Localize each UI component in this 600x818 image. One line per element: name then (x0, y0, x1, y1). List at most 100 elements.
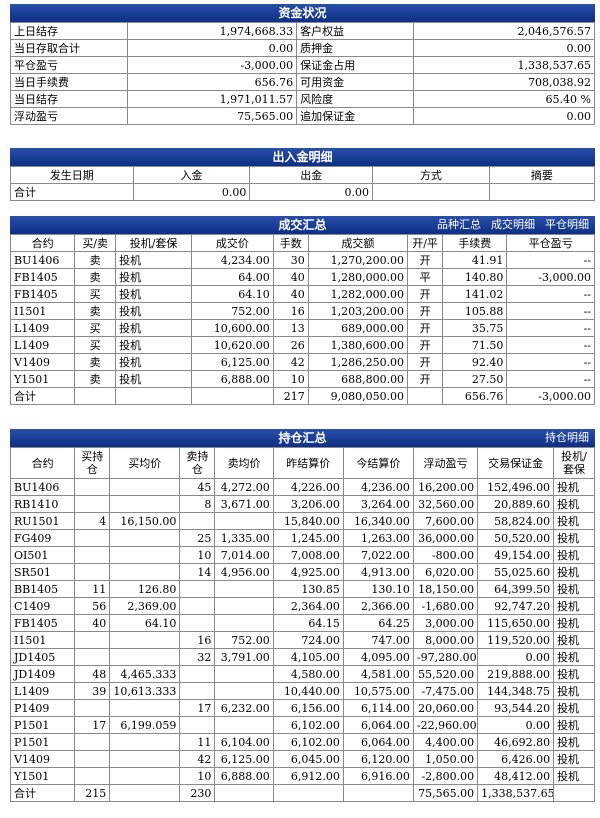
positions-cell (214, 682, 274, 700)
funds-label: 保证金占用 (296, 56, 414, 74)
positions-cell (179, 512, 216, 530)
positions-cell: 投机 (553, 631, 595, 649)
positions-cell: 0.00 (477, 716, 555, 734)
trades-cell: 1,203,200.00 (307, 302, 409, 320)
positions-cell (214, 580, 274, 598)
positions-cell: 1,050.00 (412, 750, 479, 768)
positions-row: JD1409 48 4,465.333 4,580.00 4,581.00 55,520.… (9, 665, 595, 683)
positions-cell: 投机 (553, 597, 595, 615)
trades-header: 成交汇总 品种汇总 成交明细 平仓明细 (10, 216, 595, 234)
positions-cell: 6,102.00 (272, 716, 344, 734)
positions-cell (214, 512, 274, 530)
positions-cell (74, 529, 111, 547)
positions-cell: 4,226.00 (272, 478, 344, 496)
trades-cell: 买 (74, 336, 117, 354)
inout-title: 出入金明细 (272, 150, 333, 164)
positions-cell: 投机 (553, 614, 595, 632)
trades-cell: 投机 (115, 302, 193, 320)
positions-cell: 4,465.333 (109, 665, 181, 683)
positions-cell: 4,956.00 (214, 563, 274, 581)
positions-cell: 45 (179, 478, 216, 496)
positions-cell (179, 614, 216, 632)
positions-cell: 2,366.00 (342, 597, 414, 615)
positions-cell: 10 (179, 546, 216, 564)
positions-row: P1501 11 6,104.00 6,102.00 6,064.00 4,400.00 4… (9, 733, 595, 751)
trades-cell: 16 (272, 302, 309, 320)
positions-row: C1409 56 2,369.00 2,364.00 2,366.00 -1,680.00… (9, 597, 595, 615)
trades-column-header: 手数 (272, 234, 309, 252)
positions-cell (74, 750, 111, 768)
positions-column-header: 买均价 (109, 447, 181, 479)
positions-cell (214, 614, 274, 632)
positions-cell: 219,888.00 (477, 665, 555, 683)
trades-cell: 开 (407, 251, 444, 269)
funds-label: 当日结存 (10, 90, 128, 108)
trades-cell: 1,282,000.00 (307, 285, 409, 303)
positions-cell: 152,496.00 (477, 478, 555, 496)
positions-cell: 投机 (553, 512, 595, 530)
positions-cell (74, 563, 111, 581)
trades-table: 合约 买/卖 投机/套保 成交价 手数 成交额 开/平 手续费 平仓盈亏 BU1406 卖投机 4,… (9, 234, 595, 405)
positions-cell: 130.85 (272, 580, 344, 598)
funds-value: 1,971,011.57 (126, 90, 298, 108)
trades-cell: 投机 (115, 268, 193, 286)
positions-column-header: 交易保证金 (477, 447, 555, 479)
trades-cell: 10 (272, 370, 309, 388)
positions-row: P1501 17 6,199.059 6,102.00 6,064.00 -22,960.… (9, 716, 595, 734)
trades-cell: 40 (272, 285, 309, 303)
trades-link-2[interactable]: 平仓明细 (545, 218, 589, 231)
positions-cell: 6,104.00 (214, 733, 274, 751)
positions-cell: 11 (74, 580, 111, 598)
positions-cell: 55,025.60 (477, 563, 555, 581)
trades-row: I1501 卖投机 752.00 16 1,203,200.00 开 105.88 -- (9, 302, 595, 320)
positions-cell: 6,156.00 (272, 699, 344, 717)
positions-column-header: 合约 (9, 447, 76, 479)
positions-cell: V1409 (9, 750, 76, 768)
trades-cell: -3,000.00 (506, 268, 595, 286)
positions-row: Y1501 10 6,888.00 6,912.00 6,916.00 -2,800.00… (9, 767, 595, 785)
trades-title: 成交汇总 (278, 218, 327, 232)
trades-total-cell (191, 387, 274, 405)
trades-link-0[interactable]: 品种汇总 (437, 218, 481, 231)
positions-cell (179, 665, 216, 683)
positions-link-0[interactable]: 持仓明细 (545, 431, 589, 444)
positions-cell: -97,280.00 (412, 648, 479, 666)
positions-cell: 6,102.00 (272, 733, 344, 751)
trades-link-1[interactable]: 成交明细 (491, 218, 535, 231)
positions-row: P1409 17 6,232.00 6,156.00 6,114.00 20,060.00… (9, 699, 595, 717)
funds-header: 资金状况 (10, 4, 595, 22)
funds-value: 0.00 (126, 39, 298, 57)
trades-column-header: 平仓盈亏 (506, 234, 595, 252)
trades-section: 成交汇总 品种汇总 成交明细 平仓明细 合约 买/卖 投机/套保 成交价 手数 成交额 开/平手… (9, 216, 595, 405)
trades-cell: 投机 (115, 285, 193, 303)
trades-cell: 1,286,250.00 (307, 353, 409, 371)
positions-cell: 6,045.00 (272, 750, 344, 768)
positions-cell: 3,264.00 (342, 495, 414, 513)
trades-row: FB1405 买投机 64.10 40 1,282,000.00 开 141.02 -- (9, 285, 595, 303)
positions-cell: JD1409 (9, 665, 76, 683)
positions-column-header: 投机/套保 (553, 447, 595, 479)
trades-cell: 投机 (115, 370, 193, 388)
positions-total-cell (109, 784, 181, 802)
positions-cell: 4,236.00 (342, 478, 414, 496)
trades-cell: -- (506, 336, 595, 354)
positions-cell: 投机 (553, 665, 595, 683)
trades-cell: 1,280,000.00 (307, 268, 409, 286)
trades-cell: 1,380,600.00 (307, 336, 409, 354)
inout-total-cell: 合计 (10, 183, 134, 201)
inout-column-header: 发生日期 (10, 166, 134, 184)
positions-cell: BU1406 (9, 478, 76, 496)
positions-cell: 投机 (553, 767, 595, 785)
trades-cell: 开 (407, 285, 444, 303)
positions-cell: 投机 (553, 546, 595, 564)
positions-total-cell (272, 784, 344, 802)
positions-cell: 4,581.00 (342, 665, 414, 683)
positions-cell (109, 563, 181, 581)
funds-row: 平仓盈亏 -3,000.00 保证金占用 1,338,537.65 (10, 56, 596, 74)
positions-cell: L1409 (9, 682, 76, 700)
trades-cell: 64.00 (191, 268, 274, 286)
positions-cell (74, 631, 111, 649)
trades-total-cell: 9,080,050.00 (307, 387, 409, 405)
positions-cell: 6,064.00 (342, 716, 414, 734)
positions-cell: 130.10 (342, 580, 414, 598)
